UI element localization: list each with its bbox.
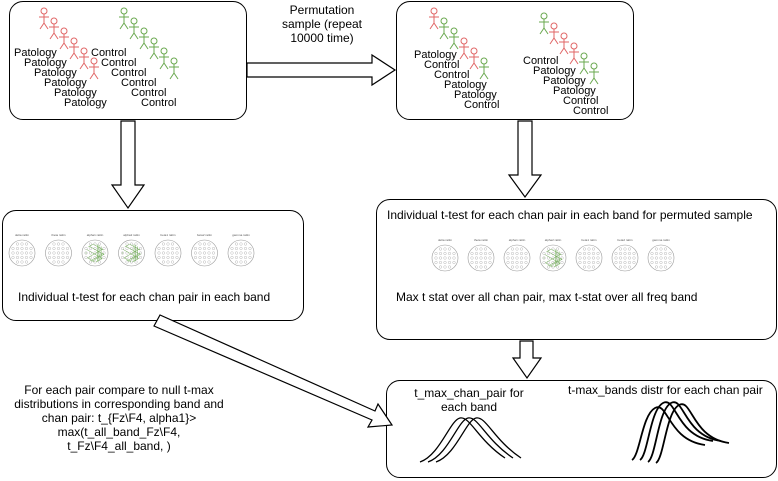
- down-arrow-right: [507, 120, 543, 199]
- head-map-beta2: beta2 rattin: [191, 233, 218, 267]
- head-map-alpha2: alpha2 rattin: [118, 233, 145, 267]
- head-map-title: gamma rattin: [232, 233, 250, 237]
- control-label: Control: [121, 77, 156, 89]
- patology-person-icon: [48, 17, 60, 40]
- patology-person-icon: [58, 27, 70, 50]
- patology-label: Patology: [54, 87, 97, 99]
- head-map-alpha1: alpha1 rattin: [81, 233, 109, 267]
- head-map-title: alpha2 rattin: [123, 233, 140, 237]
- head-map-gamma: gamma rattin: [647, 238, 675, 272]
- patology-label: Patology: [24, 57, 67, 69]
- permuted-left-label: Control: [434, 69, 469, 81]
- patology-label: Patology: [64, 97, 107, 109]
- control-label: Control: [91, 47, 126, 59]
- down-arrow-bottom: [511, 340, 543, 380]
- patology-person-icon: [38, 7, 50, 30]
- head-map-title: alpha2 rattin: [545, 238, 562, 242]
- patology-person-icon: [558, 32, 570, 55]
- down-arrow-left: [110, 120, 146, 210]
- individual-ttest-caption: Individual t-test for each chan pair in …: [18, 290, 271, 304]
- permutation-note: Permutation sample (repeat 10000 time): [281, 3, 363, 45]
- control-label: Control: [101, 57, 136, 69]
- head-map-delta: delta rattin: [8, 233, 36, 267]
- control-person-icon: [448, 27, 460, 50]
- null-distribution-box: [386, 380, 777, 478]
- permuted-right-label: Patology: [553, 85, 596, 97]
- bands-label: t-max_bands distr for each chan pair: [568, 383, 763, 397]
- permuted-right-label: Control: [563, 95, 598, 107]
- permuted-right-label: Patology: [543, 75, 586, 87]
- permuted-right-label: Patology: [533, 65, 576, 77]
- patology-person-icon: [548, 22, 560, 45]
- individual-ttest-box: [2, 210, 304, 321]
- permuted-ttest-title: Individual t-test for each chan pair in …: [387, 208, 753, 222]
- control-person-icon: [478, 57, 490, 80]
- head-map-title: alpha1 rattin: [509, 238, 526, 242]
- control-person-icon: [588, 62, 600, 85]
- chan-pair-distributions: [419, 417, 522, 463]
- head-map-delta: delta rattin: [431, 238, 459, 272]
- head-map-title: alpha1 rattin: [87, 233, 104, 237]
- control-person-icon: [118, 7, 130, 30]
- diagonal-arrow: [153, 314, 394, 428]
- head-map-title: beta1 rattin: [160, 233, 175, 237]
- compare-instructions: For each pair compare to null t-max dist…: [14, 383, 224, 453]
- head-map-beta2: beta2 rattin: [611, 238, 639, 272]
- control-person-icon: [158, 47, 170, 70]
- head-map-beta1: beta1 rattin: [154, 233, 182, 267]
- patology-person-icon: [458, 37, 470, 60]
- original-sample-box: [9, 1, 247, 120]
- patology-label: Patology: [34, 67, 77, 79]
- chan-pair-label: t_max_chan_pair for each band: [414, 386, 524, 414]
- head-map-title: delta rattin: [15, 233, 29, 237]
- patology-label: Patology: [14, 47, 57, 59]
- head-map-title: delta rattin: [438, 238, 452, 242]
- permuted-right-label: Control: [573, 105, 608, 117]
- permuted-right-label: Control: [523, 55, 558, 67]
- permuted-sample-box: [396, 1, 634, 120]
- head-map-theta: theta rattin: [467, 238, 495, 272]
- head-map-title: theta rattin: [51, 233, 66, 237]
- control-person-icon: [578, 52, 590, 75]
- patology-person-icon: [428, 7, 440, 30]
- patology-person-icon: [88, 57, 100, 80]
- permuted-left-label: Patology: [444, 79, 487, 91]
- permuted-left-label: Patology: [454, 89, 497, 101]
- patology-person-icon: [468, 47, 480, 70]
- head-map-theta: theta rattin: [45, 233, 72, 267]
- control-person-icon: [438, 17, 450, 40]
- head-map-alpha1: alpha1 rattin: [503, 238, 531, 272]
- permutation-arrow: [246, 53, 397, 87]
- control-person-icon: [538, 12, 550, 35]
- head-map-title: gamma rattin: [652, 238, 670, 242]
- band-distributions: [631, 401, 730, 464]
- head-map-beta1: beta1 rattin: [575, 238, 603, 272]
- patology-person-icon: [78, 47, 90, 70]
- permuted-left-label: Control: [424, 59, 459, 71]
- control-person-icon: [138, 27, 150, 50]
- patology-person-icon: [68, 37, 80, 60]
- head-map-title: beta1 rattin: [581, 238, 596, 242]
- control-person-icon: [168, 57, 180, 80]
- patology-label: Patology: [44, 77, 87, 89]
- permuted-left-label: Patology: [414, 49, 457, 61]
- head-map-gamma: gamma rattin: [227, 233, 255, 267]
- head-map-title: beta2 rattin: [617, 238, 632, 242]
- head-map-title: theta rattin: [474, 238, 489, 242]
- control-label: Control: [111, 67, 146, 79]
- permuted-left-label: Control: [464, 99, 499, 111]
- control-person-icon: [148, 37, 160, 60]
- control-label: Control: [131, 87, 166, 99]
- head-map-alpha2: alpha2 rattin: [539, 238, 567, 272]
- head-map-title: beta2 rattin: [197, 233, 212, 237]
- permuted-ttest-caption: Max t stat over all chan pair, max t-sta…: [396, 290, 698, 304]
- patology-person-icon: [568, 42, 580, 65]
- control-label: Control: [141, 97, 176, 109]
- control-person-icon: [128, 17, 140, 40]
